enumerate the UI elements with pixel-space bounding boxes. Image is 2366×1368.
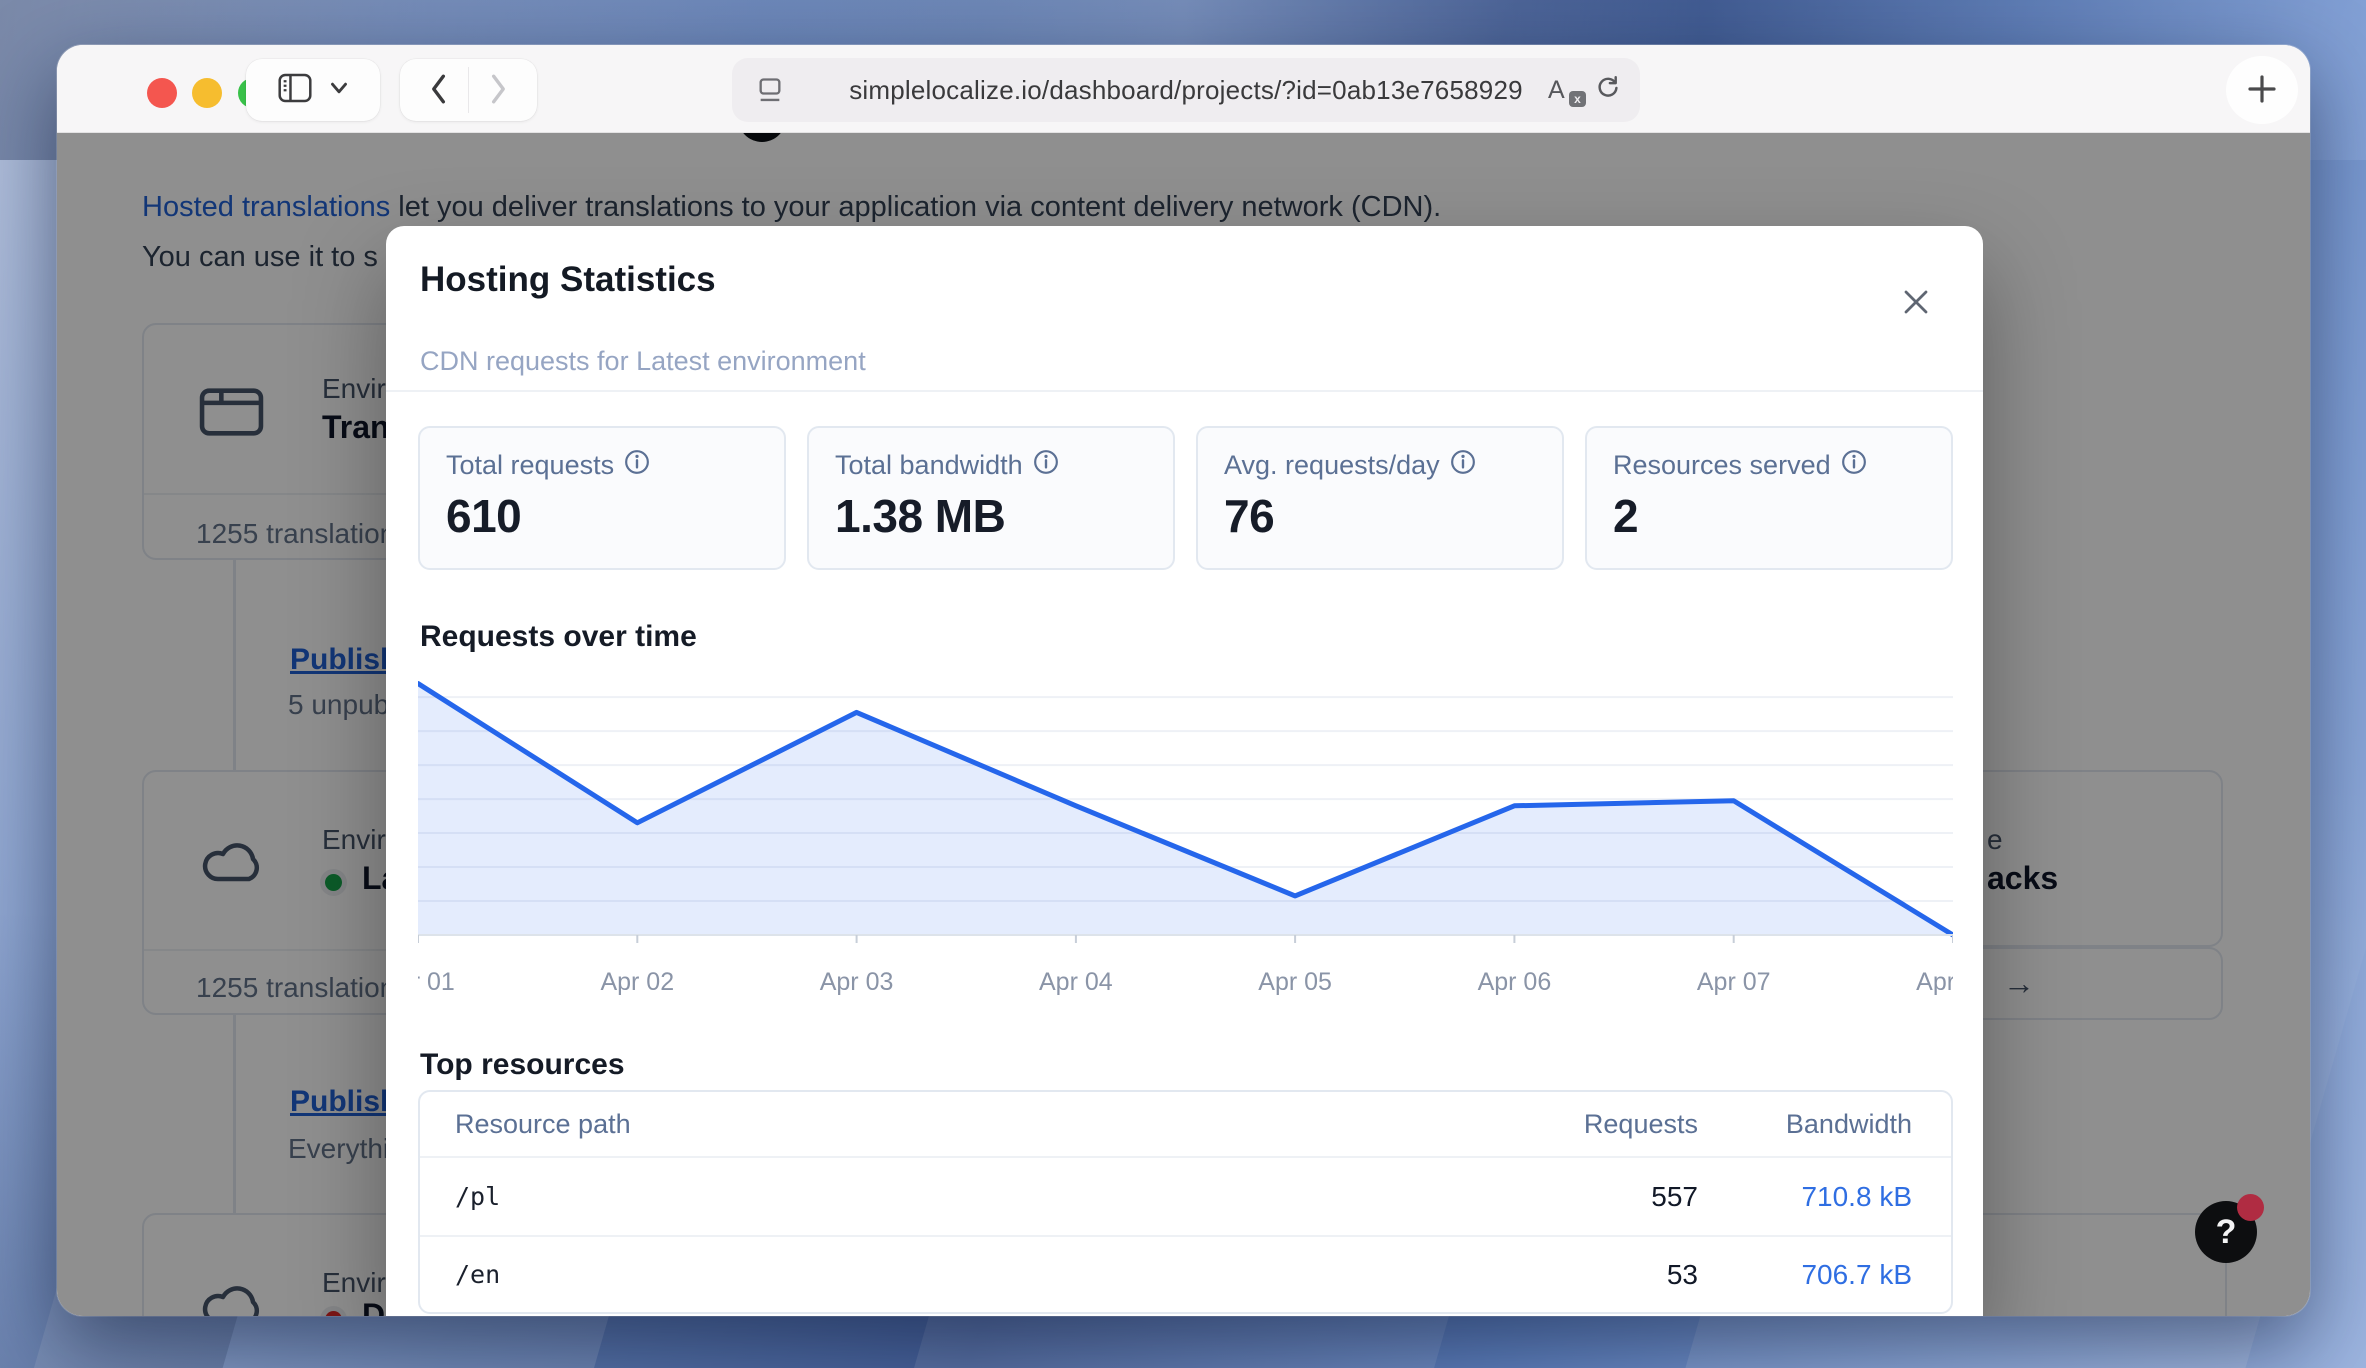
forward-icon <box>489 72 509 109</box>
plus-icon <box>2246 73 2278 108</box>
resource-path-cell: /en <box>420 1260 1438 1289</box>
stat-value: 2 <box>1613 489 1925 543</box>
translate-icon[interactable]: Ax <box>1548 74 1578 106</box>
requests-cell: 557 <box>1438 1181 1698 1213</box>
info-icon[interactable] <box>1450 449 1476 482</box>
window-minimize-button[interactable] <box>192 78 222 108</box>
navigation-buttons <box>400 59 537 121</box>
forward-button[interactable] <box>469 59 529 121</box>
back-button[interactable] <box>408 59 468 121</box>
stat-label: Avg. requests/day <box>1224 450 1440 481</box>
stat-value: 1.38 MB <box>835 489 1147 543</box>
desktop-background: simplelocalize.io/dashboard/projects/?id… <box>0 0 2366 1368</box>
url-text: simplelocalize.io/dashboard/projects/?id… <box>732 58 1640 122</box>
requests-over-time-chart: Apr 01 Apr 02 Apr 03 Apr 04 Apr 05 Apr 06 Apr … <box>418 675 1953 1007</box>
sidebar-toggle-icon <box>278 73 312 108</box>
stat-label: Total requests <box>446 450 614 481</box>
x-axis-tick-label: Apr 03 <box>797 968 917 997</box>
stat-value: 76 <box>1224 489 1536 543</box>
x-axis-tick-label: Apr 04 <box>1016 968 1136 997</box>
stat-card-resources-served: Resources served 2 <box>1585 426 1953 570</box>
notification-badge <box>2237 1194 2264 1221</box>
info-icon[interactable] <box>624 449 650 482</box>
table-row: /en 53 706.7 kB <box>420 1235 1951 1312</box>
hosting-statistics-modal: Hosting Statistics CDN requests for Late… <box>386 226 1983 1316</box>
new-tab-button[interactable] <box>2226 56 2298 124</box>
close-button[interactable] <box>1891 278 1941 328</box>
chart-section-title: Requests over time <box>420 620 697 654</box>
x-axis-tick-label: Apr 02 <box>577 968 697 997</box>
close-icon <box>1901 287 1931 320</box>
x-axis-tick-label: Apr 07 <box>1674 968 1794 997</box>
window-close-button[interactable] <box>147 78 177 108</box>
modal-title: Hosting Statistics <box>420 260 716 300</box>
resource-path-cell: /pl <box>420 1182 1438 1211</box>
back-icon <box>428 72 448 109</box>
info-icon[interactable] <box>1841 449 1867 482</box>
sidebar-toggle-button[interactable] <box>246 59 380 121</box>
stat-value: 610 <box>446 489 758 543</box>
stat-label: Total bandwidth <box>835 450 1023 481</box>
top-resources-table: Resource path Requests Bandwidth /pl 557… <box>418 1090 1953 1314</box>
browser-toolbar: simplelocalize.io/dashboard/projects/?id… <box>57 45 2310 133</box>
help-button[interactable]: ? <box>2195 1201 2257 1263</box>
column-header-requests: Requests <box>1438 1109 1698 1140</box>
requests-cell: 53 <box>1438 1259 1698 1291</box>
x-axis-tick-label: Apr 05 <box>1235 968 1355 997</box>
info-icon[interactable] <box>1033 449 1059 482</box>
stat-card-total-requests: Total requests 610 <box>418 426 786 570</box>
modal-subtitle: CDN requests for Latest environment <box>420 346 866 377</box>
x-axis-tick-label: Apr 01 <box>418 968 478 997</box>
stat-card-avg-requests: Avg. requests/day 76 <box>1196 426 1564 570</box>
table-row: /pl 557 710.8 kB <box>420 1158 1951 1235</box>
stat-label: Resources served <box>1613 450 1831 481</box>
x-axis-tick-label: Apr 06 <box>1454 968 1574 997</box>
stat-card-total-bandwidth: Total bandwidth 1.38 MB <box>807 426 1175 570</box>
question-mark-icon: ? <box>2216 1213 2237 1252</box>
column-header-resource-path: Resource path <box>420 1109 1438 1140</box>
reload-icon[interactable] <box>1594 74 1622 107</box>
chevron-down-icon <box>330 81 348 99</box>
address-bar[interactable]: simplelocalize.io/dashboard/projects/?id… <box>732 58 1640 122</box>
stat-cards-row: Total requests 610 Total bandwidth 1.38 … <box>418 426 1953 570</box>
column-header-bandwidth: Bandwidth <box>1698 1109 1951 1140</box>
bandwidth-link[interactable]: 706.7 kB <box>1698 1259 1951 1291</box>
table-section-title: Top resources <box>420 1048 625 1082</box>
divider <box>386 390 1983 392</box>
table-header-row: Resource path Requests Bandwidth <box>420 1092 1951 1158</box>
browser-window: simplelocalize.io/dashboard/projects/?id… <box>57 45 2310 1316</box>
bandwidth-link[interactable]: 710.8 kB <box>1698 1181 1951 1213</box>
x-axis-tick-label: Apr 08 <box>1893 968 1953 997</box>
